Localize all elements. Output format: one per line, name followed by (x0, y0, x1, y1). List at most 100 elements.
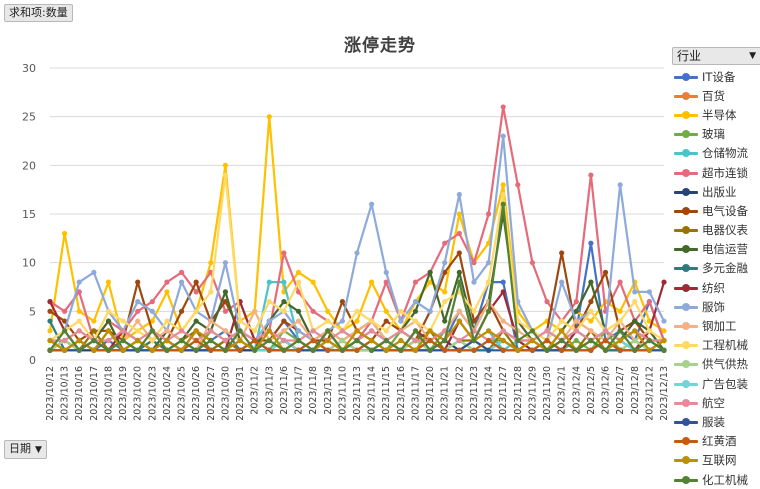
legend-swatch-marker (682, 245, 690, 254)
data-point (646, 289, 652, 295)
data-point (661, 328, 667, 334)
legend-item: 电气设备 (674, 201, 760, 220)
data-point (105, 347, 112, 353)
date-field-label: 日期 (9, 442, 31, 455)
data-point (120, 328, 126, 334)
data-point (573, 299, 579, 305)
legend: IT设备 百货 半导体 玻璃 仓储物流 超市连锁 出版业 电气设备 电器仪表 电信运营 多元金融 纺织… (674, 67, 760, 489)
data-point (485, 279, 492, 285)
legend-label: 超市连锁 (702, 165, 748, 180)
data-point (602, 328, 609, 334)
data-point (573, 328, 579, 334)
x-tick-label: 2023/10/12 (45, 366, 56, 421)
data-point (164, 289, 170, 295)
data-point (427, 347, 433, 353)
data-point (47, 299, 53, 305)
data-point (222, 299, 229, 305)
legend-swatch (674, 398, 698, 408)
data-point (252, 347, 258, 353)
legend-swatch (674, 302, 698, 312)
data-point (208, 337, 214, 344)
data-point (266, 318, 272, 324)
data-point (135, 308, 141, 314)
x-tick-label: 2023/12/5 (586, 366, 597, 415)
data-point (222, 308, 229, 314)
legend-swatch (674, 187, 698, 197)
data-point (646, 299, 652, 305)
legend-swatch (674, 129, 698, 139)
industry-filter-button[interactable]: 行业 ▼ (672, 47, 760, 65)
data-point (354, 250, 360, 256)
legend-label: 半导体 (702, 107, 737, 122)
date-field-button[interactable]: 日期 ▼ (4, 440, 47, 459)
data-point (208, 289, 214, 295)
data-point (339, 318, 345, 324)
data-point (295, 308, 302, 314)
data-point (515, 182, 521, 188)
data-point (485, 328, 492, 334)
data-point (617, 182, 623, 188)
data-point (135, 347, 141, 353)
x-tick-label: 2023/11/10 (337, 366, 348, 421)
data-point (281, 279, 287, 285)
data-point (588, 299, 594, 305)
legend-swatch (674, 436, 698, 446)
data-point (588, 318, 594, 324)
legend-label: 仓储物流 (702, 146, 748, 161)
x-tick-label: 2023/11/16 (396, 366, 407, 421)
data-point (456, 318, 462, 324)
x-tick-label: 2023/10/31 (235, 366, 246, 421)
data-point (222, 289, 229, 295)
legend-swatch-marker (682, 322, 690, 331)
data-point (369, 337, 375, 344)
data-point (617, 279, 623, 285)
data-point (661, 347, 667, 353)
data-point (164, 328, 170, 334)
data-point (120, 337, 126, 344)
data-point (529, 337, 536, 344)
data-point (62, 328, 68, 334)
data-point (617, 328, 623, 334)
data-point (412, 337, 419, 344)
legend-item: 工程机械 (674, 336, 760, 355)
data-point (178, 279, 185, 285)
data-point (339, 328, 345, 334)
data-point (325, 328, 331, 334)
data-point (135, 299, 141, 305)
x-tick-label: 2023/12/7 (615, 366, 626, 415)
data-point (266, 114, 272, 120)
data-point (573, 318, 579, 324)
data-point (76, 279, 82, 285)
data-point (427, 269, 433, 275)
data-point (500, 279, 506, 285)
y-tick-label: 0 (29, 354, 36, 367)
data-point (193, 337, 199, 344)
data-point (149, 299, 155, 305)
data-point (646, 347, 652, 353)
x-tick-label: 2023/12/12 (644, 366, 655, 421)
data-point (164, 279, 170, 285)
data-point (325, 318, 331, 324)
data-point (252, 328, 258, 334)
data-point (105, 337, 112, 344)
legend-item: 纺织 (674, 278, 760, 297)
data-point (427, 328, 433, 334)
data-point (62, 347, 68, 353)
data-point (442, 240, 448, 246)
value-field-button[interactable]: 求和项:数量 (4, 4, 73, 22)
x-tick-label: 2023/10/24 (162, 366, 173, 421)
data-point (471, 337, 477, 344)
data-point (76, 347, 82, 353)
data-point (164, 318, 170, 324)
legend-swatch-marker (682, 456, 690, 465)
data-point (442, 289, 448, 295)
y-tick-label: 15 (22, 208, 36, 221)
data-point (266, 328, 272, 334)
data-point (442, 269, 448, 275)
legend-item: IT设备 (674, 67, 760, 86)
data-point (485, 337, 492, 344)
data-point (398, 308, 404, 314)
data-point (617, 347, 623, 353)
data-point (427, 279, 433, 285)
